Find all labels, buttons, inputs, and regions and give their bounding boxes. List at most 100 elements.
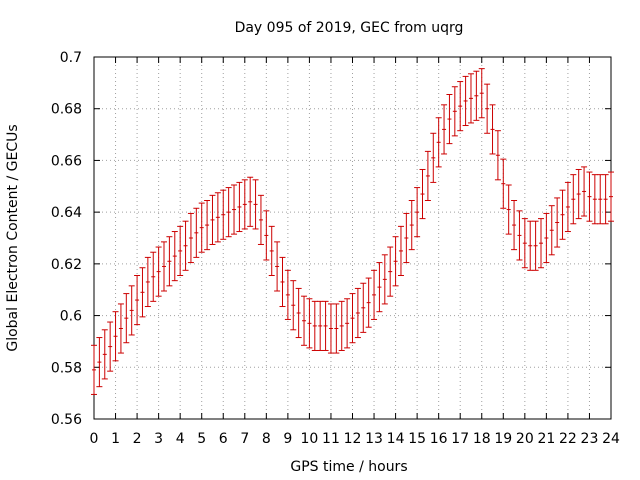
error-bar-point xyxy=(91,344,97,395)
error-bar-point xyxy=(602,174,609,225)
error-bar-point xyxy=(161,241,168,292)
x-tick-label: 2 xyxy=(133,431,142,447)
error-bar-point xyxy=(166,236,173,287)
x-tick-label: 3 xyxy=(154,431,163,447)
error-bar-point xyxy=(144,256,151,308)
error-bar-point xyxy=(591,174,598,225)
error-bar-point xyxy=(150,251,157,302)
error-bar-point xyxy=(107,321,114,372)
y-tick-label: 0.68 xyxy=(51,102,82,118)
error-bar-point xyxy=(344,298,351,349)
error-bar-point xyxy=(516,210,523,261)
error-bar-point xyxy=(236,181,243,233)
error-bar-point xyxy=(419,168,426,220)
chart-title: Day 095 of 2019, GEC from uqrg xyxy=(235,20,464,36)
x-tick-label: 17 xyxy=(451,431,469,447)
error-bar-point xyxy=(505,184,512,235)
error-bar-point xyxy=(306,298,313,349)
error-bar-point xyxy=(354,287,361,339)
error-bar-point xyxy=(564,181,571,233)
y-tick-label: 0.56 xyxy=(51,412,82,428)
error-bar-point xyxy=(414,187,421,238)
x-axis-label: GPS time / hours xyxy=(290,459,407,475)
error-bar-point xyxy=(128,285,135,336)
y-tick-label: 0.66 xyxy=(51,153,82,169)
error-bar-point xyxy=(489,104,496,155)
x-tick-label: 13 xyxy=(365,431,383,447)
error-bar-point xyxy=(371,269,378,320)
error-bar-point xyxy=(457,81,464,132)
error-bar-point xyxy=(247,176,254,227)
error-bar-point xyxy=(187,212,194,264)
y-tick-label: 0.58 xyxy=(51,360,82,376)
error-bar-point xyxy=(467,73,474,124)
error-bar-point xyxy=(96,337,103,388)
data-series-gec xyxy=(91,68,614,395)
error-bar-point xyxy=(198,202,205,253)
x-tick-label: 5 xyxy=(197,431,206,447)
error-bar-point xyxy=(462,75,469,127)
error-bar-point xyxy=(581,166,588,217)
error-bar-point xyxy=(430,132,437,183)
error-bar-point xyxy=(171,231,178,282)
error-bar-point xyxy=(575,168,582,220)
y-tick-labels: 0.56 0.58 0.6 0.62 0.64 0.66 0.68 0.7 xyxy=(51,50,82,428)
x-tick-label: 10 xyxy=(301,431,319,447)
error-bar-point xyxy=(284,269,291,320)
error-bar-point xyxy=(537,218,544,269)
error-bar-point xyxy=(220,189,227,240)
error-bar-point xyxy=(511,200,518,251)
error-bar-point xyxy=(279,256,286,308)
error-bar-point xyxy=(484,83,491,134)
x-tick-label: 7 xyxy=(240,431,249,447)
error-bar-point xyxy=(177,225,184,276)
error-bar-point xyxy=(349,293,356,344)
x-tick-label: 24 xyxy=(602,431,620,447)
error-bar-point xyxy=(155,246,162,297)
error-bar-point xyxy=(268,225,275,276)
error-bar-point xyxy=(225,187,232,238)
x-tick-label: 11 xyxy=(322,431,340,447)
error-bar-point xyxy=(403,212,410,264)
error-bar-point xyxy=(139,267,146,318)
error-bar-point xyxy=(473,70,480,121)
error-bar-point xyxy=(381,254,388,305)
error-bar-point xyxy=(317,300,324,351)
x-tick-label: 9 xyxy=(283,431,292,447)
error-bar-point xyxy=(338,300,345,351)
x-tick-label: 4 xyxy=(176,431,185,447)
y-tick-label: 0.64 xyxy=(51,205,82,221)
error-bar-point xyxy=(494,130,501,181)
error-bar-point xyxy=(500,158,507,209)
error-bar-point xyxy=(263,210,270,261)
x-tick-label: 16 xyxy=(430,431,448,447)
x-tick-label: 6 xyxy=(219,431,228,447)
error-bar-point xyxy=(295,287,302,339)
error-bar-point xyxy=(570,174,577,225)
error-bar-point xyxy=(554,197,561,248)
error-bar-point xyxy=(257,194,264,245)
error-bar-point xyxy=(134,274,141,326)
x-tick-label: 20 xyxy=(516,431,534,447)
error-bar-point xyxy=(408,200,415,251)
x-tick-label: 1 xyxy=(111,431,120,447)
x-tick-label: 15 xyxy=(408,431,426,447)
x-tick-label: 19 xyxy=(494,431,512,447)
error-bar-point xyxy=(451,86,458,137)
error-bar-point xyxy=(424,150,431,202)
x-tick-label: 23 xyxy=(581,431,599,447)
error-bar-point xyxy=(123,293,130,344)
error-bar-point xyxy=(548,205,555,256)
error-bar-point xyxy=(231,184,238,235)
error-bar-point xyxy=(333,303,340,354)
error-bar-point xyxy=(290,280,297,331)
error-bar-point xyxy=(311,300,318,351)
x-tick-label: 21 xyxy=(537,431,555,447)
x-tick-label: 8 xyxy=(262,431,271,447)
error-bar-point xyxy=(532,220,539,271)
error-bar-point xyxy=(586,171,593,222)
error-bar-point xyxy=(441,104,448,155)
error-bar-point xyxy=(376,262,383,313)
error-bar-point xyxy=(527,220,534,271)
